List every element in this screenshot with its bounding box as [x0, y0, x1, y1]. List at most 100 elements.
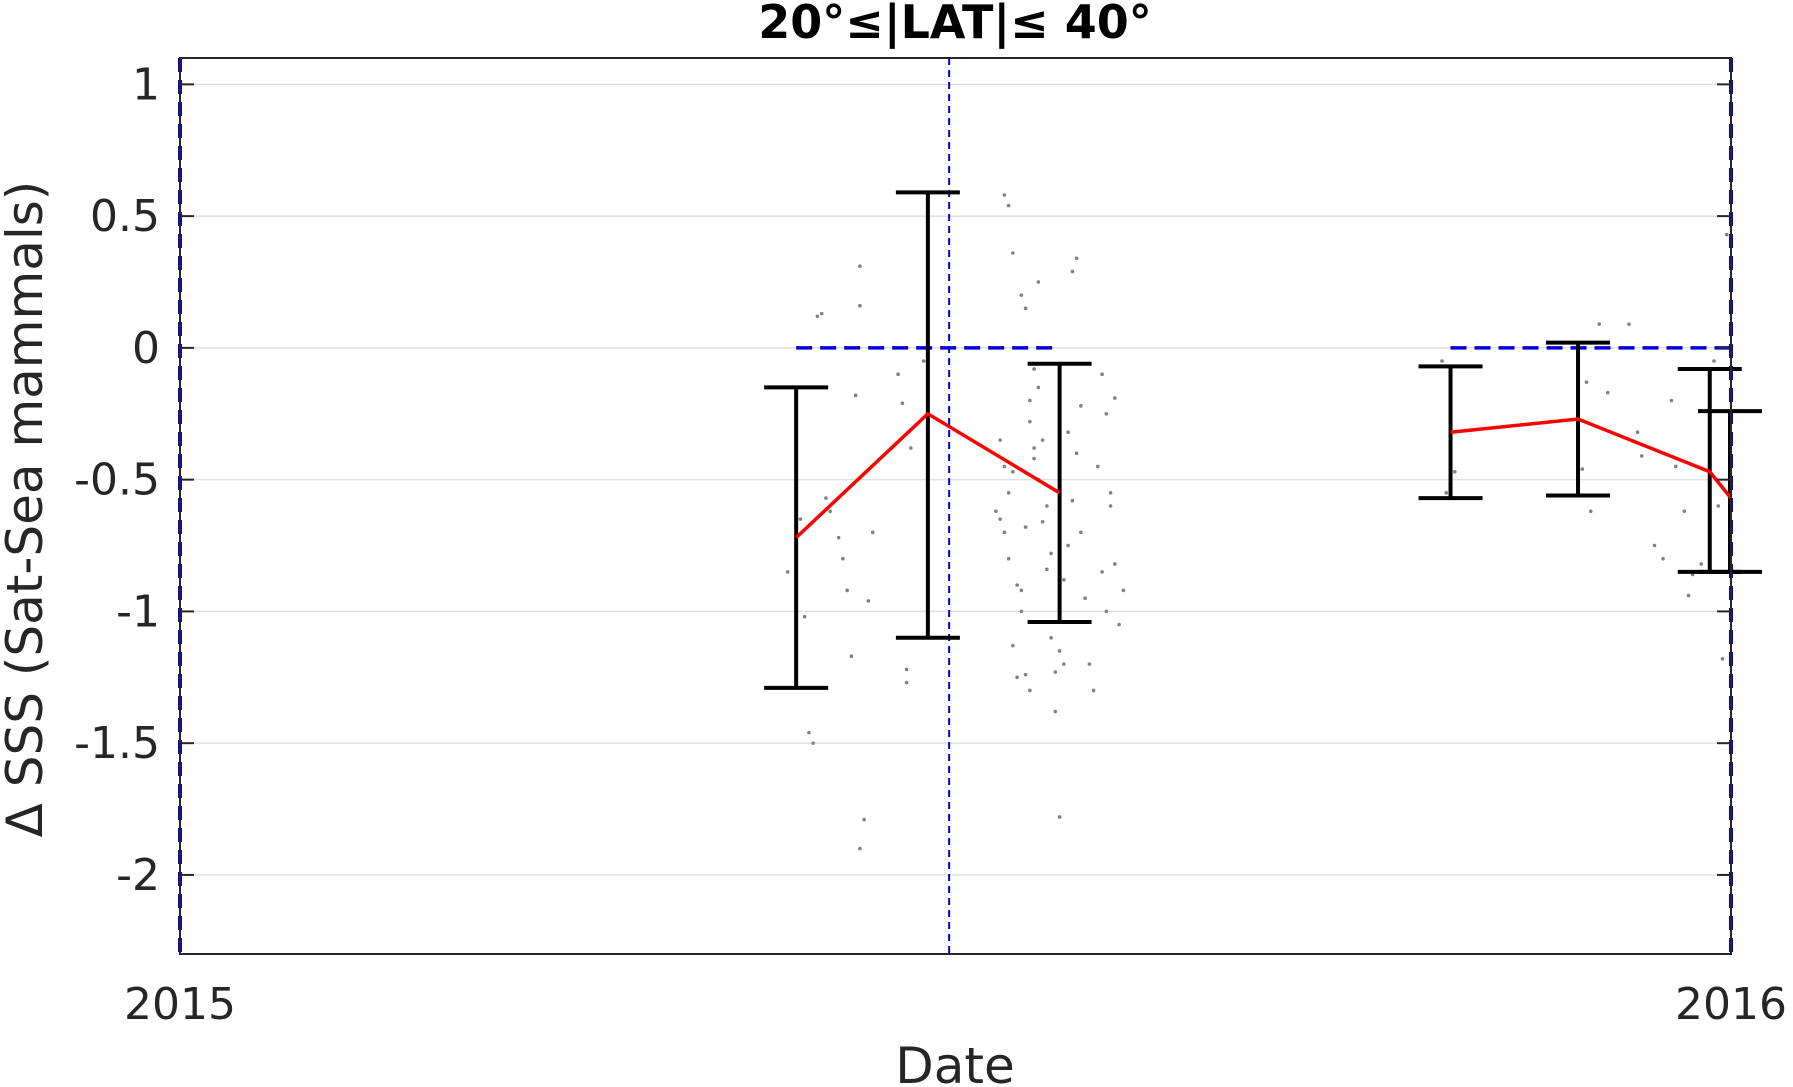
- data-point: [1036, 280, 1041, 284]
- data-point: [853, 393, 858, 398]
- data-point: [1036, 385, 1041, 390]
- data-point: [1716, 504, 1721, 508]
- data-point: [904, 680, 909, 685]
- data-point: [1028, 398, 1032, 403]
- data-point: [1019, 588, 1024, 593]
- data-point: [1440, 359, 1444, 363]
- data-point: [1049, 635, 1053, 640]
- data-point: [1028, 688, 1032, 693]
- data-point: [1597, 322, 1602, 326]
- y-tick-label: -0.5: [74, 455, 160, 506]
- data-point: [1108, 504, 1113, 508]
- scatter-points: [785, 193, 1729, 851]
- data-point: [904, 667, 909, 672]
- error-bar: [1027, 361, 1092, 624]
- data-point: [994, 509, 998, 514]
- data-point: [1045, 567, 1049, 572]
- data-point: [1686, 593, 1691, 598]
- data-point: [1096, 464, 1100, 469]
- data-point: [1015, 583, 1019, 587]
- data-point: [1091, 688, 1096, 693]
- data-point: [1079, 530, 1083, 535]
- plot-frame: [179, 57, 1732, 955]
- data-point: [1040, 438, 1045, 442]
- chart-title: 20°≤|LAT|≤ 40°: [758, 0, 1151, 50]
- data-point: [1011, 251, 1015, 255]
- data-point: [1712, 359, 1716, 363]
- data-point: [1720, 657, 1725, 661]
- data-point: [1108, 491, 1113, 495]
- data-point: [858, 846, 862, 851]
- data-point: [785, 570, 790, 574]
- data-point: [1444, 491, 1449, 495]
- data-point: [1023, 672, 1028, 677]
- data-point: [1011, 643, 1015, 648]
- data-point: [1002, 193, 1007, 197]
- data-point: [1006, 556, 1011, 561]
- data-point: [1006, 203, 1011, 208]
- data-point: [1057, 815, 1062, 819]
- x-tick-label: 2016: [1675, 979, 1787, 1030]
- data-point: [841, 556, 845, 561]
- data-point: [1040, 520, 1045, 524]
- data-point: [1028, 419, 1032, 424]
- data-point: [1635, 430, 1640, 435]
- data-point: [1673, 464, 1678, 469]
- data-point: [921, 359, 926, 363]
- data-point: [828, 509, 832, 514]
- data-point: [1652, 543, 1657, 548]
- data-point: [1002, 530, 1007, 535]
- mean-line: [1450, 417, 1733, 500]
- data-point: [862, 817, 866, 822]
- data-point: [798, 517, 803, 521]
- data-point: [1032, 456, 1036, 461]
- data-point: [1083, 596, 1087, 601]
- data-point: [1057, 649, 1062, 653]
- data-point: [1669, 398, 1674, 403]
- data-point: [909, 446, 913, 450]
- data-point: [811, 741, 815, 745]
- data-point: [1032, 446, 1036, 450]
- data-point: [1032, 367, 1036, 371]
- data-point: [1605, 390, 1610, 395]
- data-point: [1011, 469, 1015, 474]
- data-point: [1070, 498, 1075, 503]
- data-point: [1019, 293, 1024, 297]
- data-point: [858, 264, 862, 268]
- data-point: [1062, 662, 1066, 666]
- data-point: [1724, 232, 1729, 237]
- data-point: [866, 599, 871, 603]
- data-point: [1100, 372, 1104, 377]
- data-point: [1113, 562, 1117, 566]
- data-point: [1074, 256, 1079, 261]
- data-point: [1661, 556, 1665, 561]
- data-point: [824, 496, 828, 500]
- data-point: [1062, 577, 1066, 582]
- mean-lines: [794, 411, 1733, 539]
- data-point: [1066, 430, 1070, 435]
- data-point: [998, 438, 1002, 442]
- y-tick-label: -1.5: [74, 718, 160, 769]
- data-point: [1117, 622, 1121, 627]
- data-point: [1053, 670, 1058, 674]
- y-axis-title: Δ SSS (Sat-Sea mammals): [0, 181, 54, 838]
- data-point: [1015, 675, 1019, 680]
- data-point: [1584, 380, 1589, 384]
- data-point: [1006, 491, 1011, 495]
- data-point: [815, 314, 820, 319]
- data-point: [1023, 525, 1028, 529]
- data-point: [1074, 451, 1079, 456]
- data-point: [1023, 306, 1028, 311]
- tick-marks: [180, 83, 1731, 876]
- y-tick-label: 1: [132, 59, 160, 110]
- data-point: [1079, 404, 1083, 408]
- y-tick-label: -1: [116, 586, 160, 637]
- data-point: [849, 654, 854, 659]
- data-point: [1113, 396, 1117, 400]
- data-point: [1049, 551, 1053, 556]
- data-point: [1045, 504, 1049, 508]
- data-point: [1121, 588, 1126, 593]
- data-point: [1452, 469, 1457, 474]
- tick-labels: 1 0.5 0 -0.5 -1 -1.5 -2 2015 2016: [74, 59, 1787, 1030]
